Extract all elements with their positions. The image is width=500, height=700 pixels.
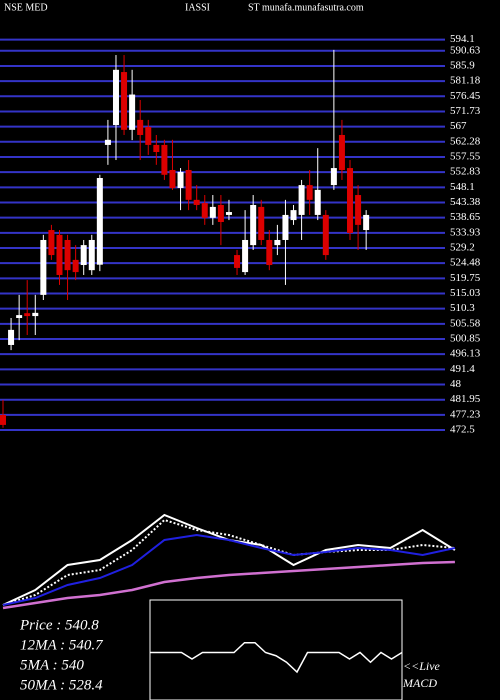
stat-label: 5MA : 540 (20, 657, 84, 673)
candle-body (72, 259, 79, 273)
macd-label: MACD (402, 676, 437, 690)
y-tick-label: 477.23 (450, 408, 481, 420)
candle-body (32, 312, 39, 317)
ma-line (2, 560, 455, 610)
candle-body (64, 239, 71, 271)
candle-body (347, 168, 354, 233)
candle-body (0, 414, 6, 425)
candle-body (322, 214, 329, 256)
y-tick-label: 491.4 (450, 363, 475, 375)
y-tick-label: 557.55 (450, 151, 481, 163)
title: NSE MED (4, 2, 48, 13)
candle-body (274, 239, 281, 246)
y-tick-label: 543.38 (450, 196, 481, 208)
candle-body (137, 119, 144, 135)
y-tick-label: 548.1 (450, 181, 475, 193)
candle-body (266, 239, 273, 266)
macd-box (149, 599, 403, 700)
stat-label: 50MA : 528.4 (20, 677, 103, 693)
ma-line (2, 513, 456, 606)
stat-label: Price : 540.8 (19, 617, 99, 633)
y-tick-label: 472.5 (450, 424, 475, 436)
y-tick-label: 594.1 (450, 33, 475, 45)
candle-body (193, 199, 200, 205)
y-tick-label: 510.3 (450, 302, 475, 314)
y-tick-label: 533.93 (450, 226, 481, 238)
y-tick-label: 500.85 (450, 333, 481, 345)
candle-body (129, 94, 136, 130)
candle-body (16, 315, 23, 318)
title: ST munafa.munafasutra.com (248, 2, 364, 13)
ma-line (2, 533, 456, 606)
candle-body (298, 185, 305, 215)
candle-body (185, 169, 192, 200)
candle-body (338, 134, 345, 170)
candle-body (56, 234, 63, 275)
y-tick-label: 571.73 (450, 105, 481, 117)
candle-body (306, 185, 313, 200)
candle-body (290, 210, 297, 221)
candle-body (225, 212, 232, 215)
candle-body (96, 178, 103, 265)
candle-body (250, 204, 257, 246)
y-tick-label: 481.95 (450, 393, 481, 405)
y-tick-label: 562.28 (450, 135, 481, 147)
candle-body (88, 239, 95, 271)
candle-body (48, 230, 55, 256)
candle-body (330, 168, 337, 186)
candle-body (258, 206, 265, 240)
candle-body (217, 204, 224, 222)
candle-body (201, 203, 208, 218)
candle-body (8, 329, 15, 345)
y-tick-label: 590.63 (450, 44, 481, 56)
y-tick-label: 581.18 (450, 75, 481, 87)
y-tick-label: 496.13 (450, 348, 481, 360)
candle-body (153, 144, 160, 153)
macd-line (150, 642, 403, 674)
y-tick-label: 552.83 (450, 166, 481, 178)
y-tick-label: 48 (450, 378, 462, 390)
candle-body (80, 245, 87, 266)
candle-body (24, 313, 31, 317)
candle-body (177, 171, 184, 188)
candle-body (234, 255, 241, 268)
y-tick-label: 585.9 (450, 59, 475, 71)
candle-body (112, 69, 119, 126)
candle-body (161, 144, 168, 175)
y-tick-label: 524.48 (450, 257, 481, 269)
y-tick-label: 576.45 (450, 90, 481, 102)
ma-line (2, 518, 456, 606)
y-tick-label: 515.03 (450, 287, 481, 299)
candle-body (242, 239, 249, 273)
candle-body (209, 206, 216, 218)
candle-body (282, 214, 289, 240)
candle-body (145, 126, 152, 145)
candle-body (40, 239, 47, 295)
candle-body (104, 139, 111, 145)
candle-body (363, 214, 370, 231)
y-tick-label: 505.58 (450, 317, 481, 329)
macd-label: <<Live (403, 659, 441, 673)
candle-body (314, 189, 321, 215)
y-tick-label: 538.65 (450, 211, 481, 223)
candle-body (121, 72, 128, 130)
candle-body (169, 169, 176, 188)
y-tick-label: 529.2 (450, 242, 475, 254)
y-tick-label: 519.75 (450, 272, 481, 284)
candle-body (355, 195, 362, 225)
title: IASSI (185, 2, 210, 13)
y-tick-label: 567 (450, 120, 467, 132)
stat-label: 12MA : 540.7 (20, 637, 104, 653)
